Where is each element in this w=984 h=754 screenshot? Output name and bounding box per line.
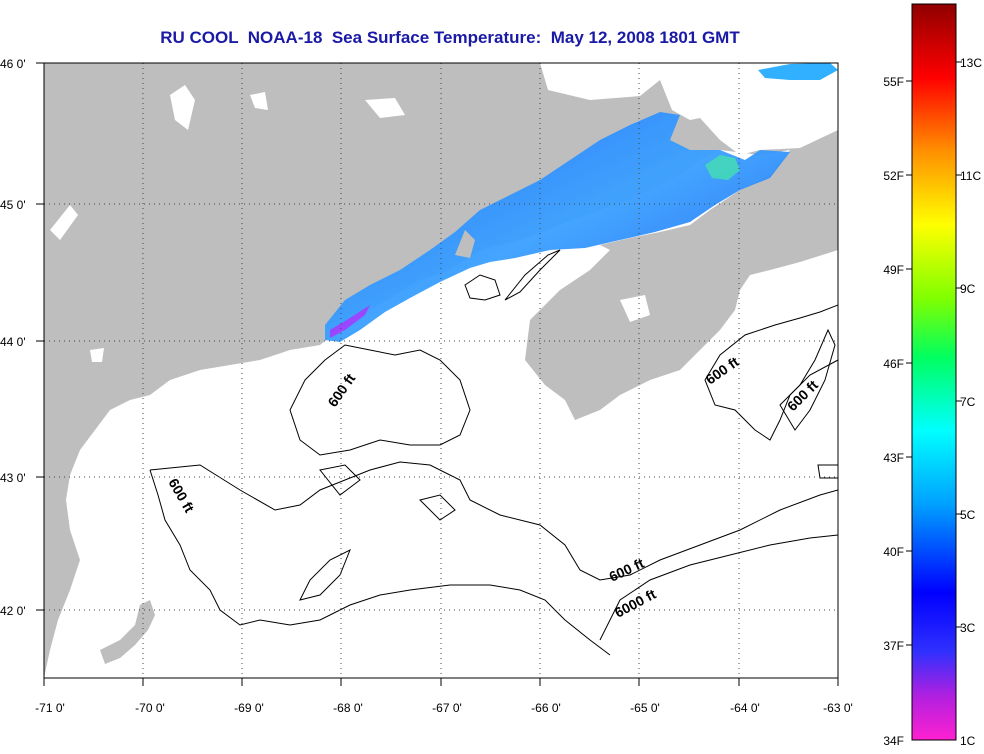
land-cape-cod <box>100 600 155 664</box>
colorbar-c-label: 11C <box>960 169 981 183</box>
lon-tick-label: -70 0' <box>135 701 165 715</box>
colorbar-f-label: 49F <box>883 263 904 277</box>
lake-6 <box>620 295 650 322</box>
sst-swath <box>325 112 790 342</box>
lat-tick-label: 45 0' <box>0 198 26 212</box>
colorbar-f-label: 34F <box>883 734 904 748</box>
colorbar-f-label: 46F <box>883 357 904 371</box>
colorbar-c-label: 1C <box>960 734 976 748</box>
colorbar-f-label: 52F <box>883 169 904 183</box>
lon-tick-label: -63 0' <box>823 701 853 715</box>
lon-tick-label: -71 0' <box>35 701 65 715</box>
lon-tick-label: -68 0' <box>333 701 363 715</box>
sst-cold-edge <box>330 305 370 338</box>
lon-tick-label: -64 0' <box>730 701 760 715</box>
colorbar-c-label: 3C <box>960 621 976 635</box>
axis-ticks <box>36 62 839 686</box>
lake-5 <box>90 348 104 362</box>
lat-tick-label: 43 0' <box>0 471 26 485</box>
sst-warm-patch <box>705 155 740 180</box>
lake-4 <box>50 205 78 240</box>
colorbar-c-label: 5C <box>960 508 976 522</box>
lon-tick-label: -69 0' <box>234 701 264 715</box>
lon-tick-label: -66 0' <box>531 701 561 715</box>
colorbar-c-label: 13C <box>960 56 982 70</box>
colorbar-c-label: 9C <box>960 282 976 296</box>
sst-ne-patch <box>758 63 838 80</box>
colorbar-c-label: 7C <box>960 395 976 409</box>
lat-tick-label: 46 0' <box>0 57 26 71</box>
colorbar-f-label: 43F <box>883 451 904 465</box>
colorbar-f-label: 37F <box>883 639 904 653</box>
land-island <box>455 230 475 258</box>
lake-1 <box>170 85 195 130</box>
lon-tick-label: -67 0' <box>432 701 462 715</box>
lat-tick-label: 44 0' <box>0 335 26 349</box>
lake-2 <box>250 92 268 110</box>
colorbar <box>911 3 957 741</box>
lon-tick-label: -65 0' <box>630 701 660 715</box>
colorbar-f-label: 40F <box>883 545 904 559</box>
lake-3 <box>365 98 405 118</box>
lat-tick-label: 42 0' <box>0 604 26 618</box>
depth-contours <box>149 249 838 656</box>
colorbar-f-label: 55F <box>883 75 904 89</box>
colorbar-ticks <box>906 61 962 646</box>
map-title: RU COOL NOAA-18 Sea Surface Temperature:… <box>160 28 740 47</box>
